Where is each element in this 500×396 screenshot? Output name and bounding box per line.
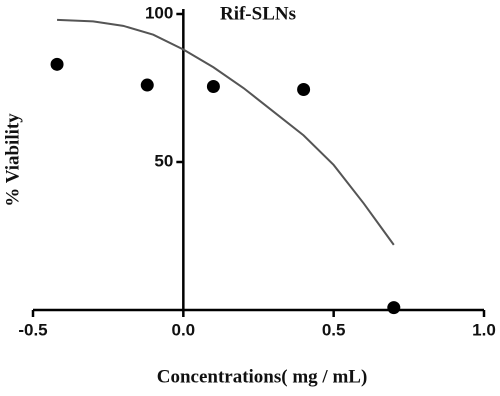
y-tick-label: 100 bbox=[145, 3, 173, 22]
data-point bbox=[50, 57, 64, 71]
data-point bbox=[387, 301, 401, 315]
y-axis-label: % Viability bbox=[2, 113, 23, 207]
data-point bbox=[206, 80, 220, 94]
x-tick-label: 0.5 bbox=[322, 320, 346, 339]
data-point bbox=[297, 82, 311, 96]
y-tick-label: 50 bbox=[154, 151, 173, 170]
chart-title: Rif-SLNs bbox=[220, 3, 296, 24]
x-axis-label: Concentrations( mg / mL) bbox=[157, 366, 368, 387]
x-tick-label: 0.0 bbox=[172, 320, 196, 339]
x-tick-label: 1.0 bbox=[472, 320, 496, 339]
data-point bbox=[140, 78, 154, 92]
fit-curve bbox=[57, 18, 395, 246]
x-tick-label: -0.5 bbox=[18, 320, 47, 339]
